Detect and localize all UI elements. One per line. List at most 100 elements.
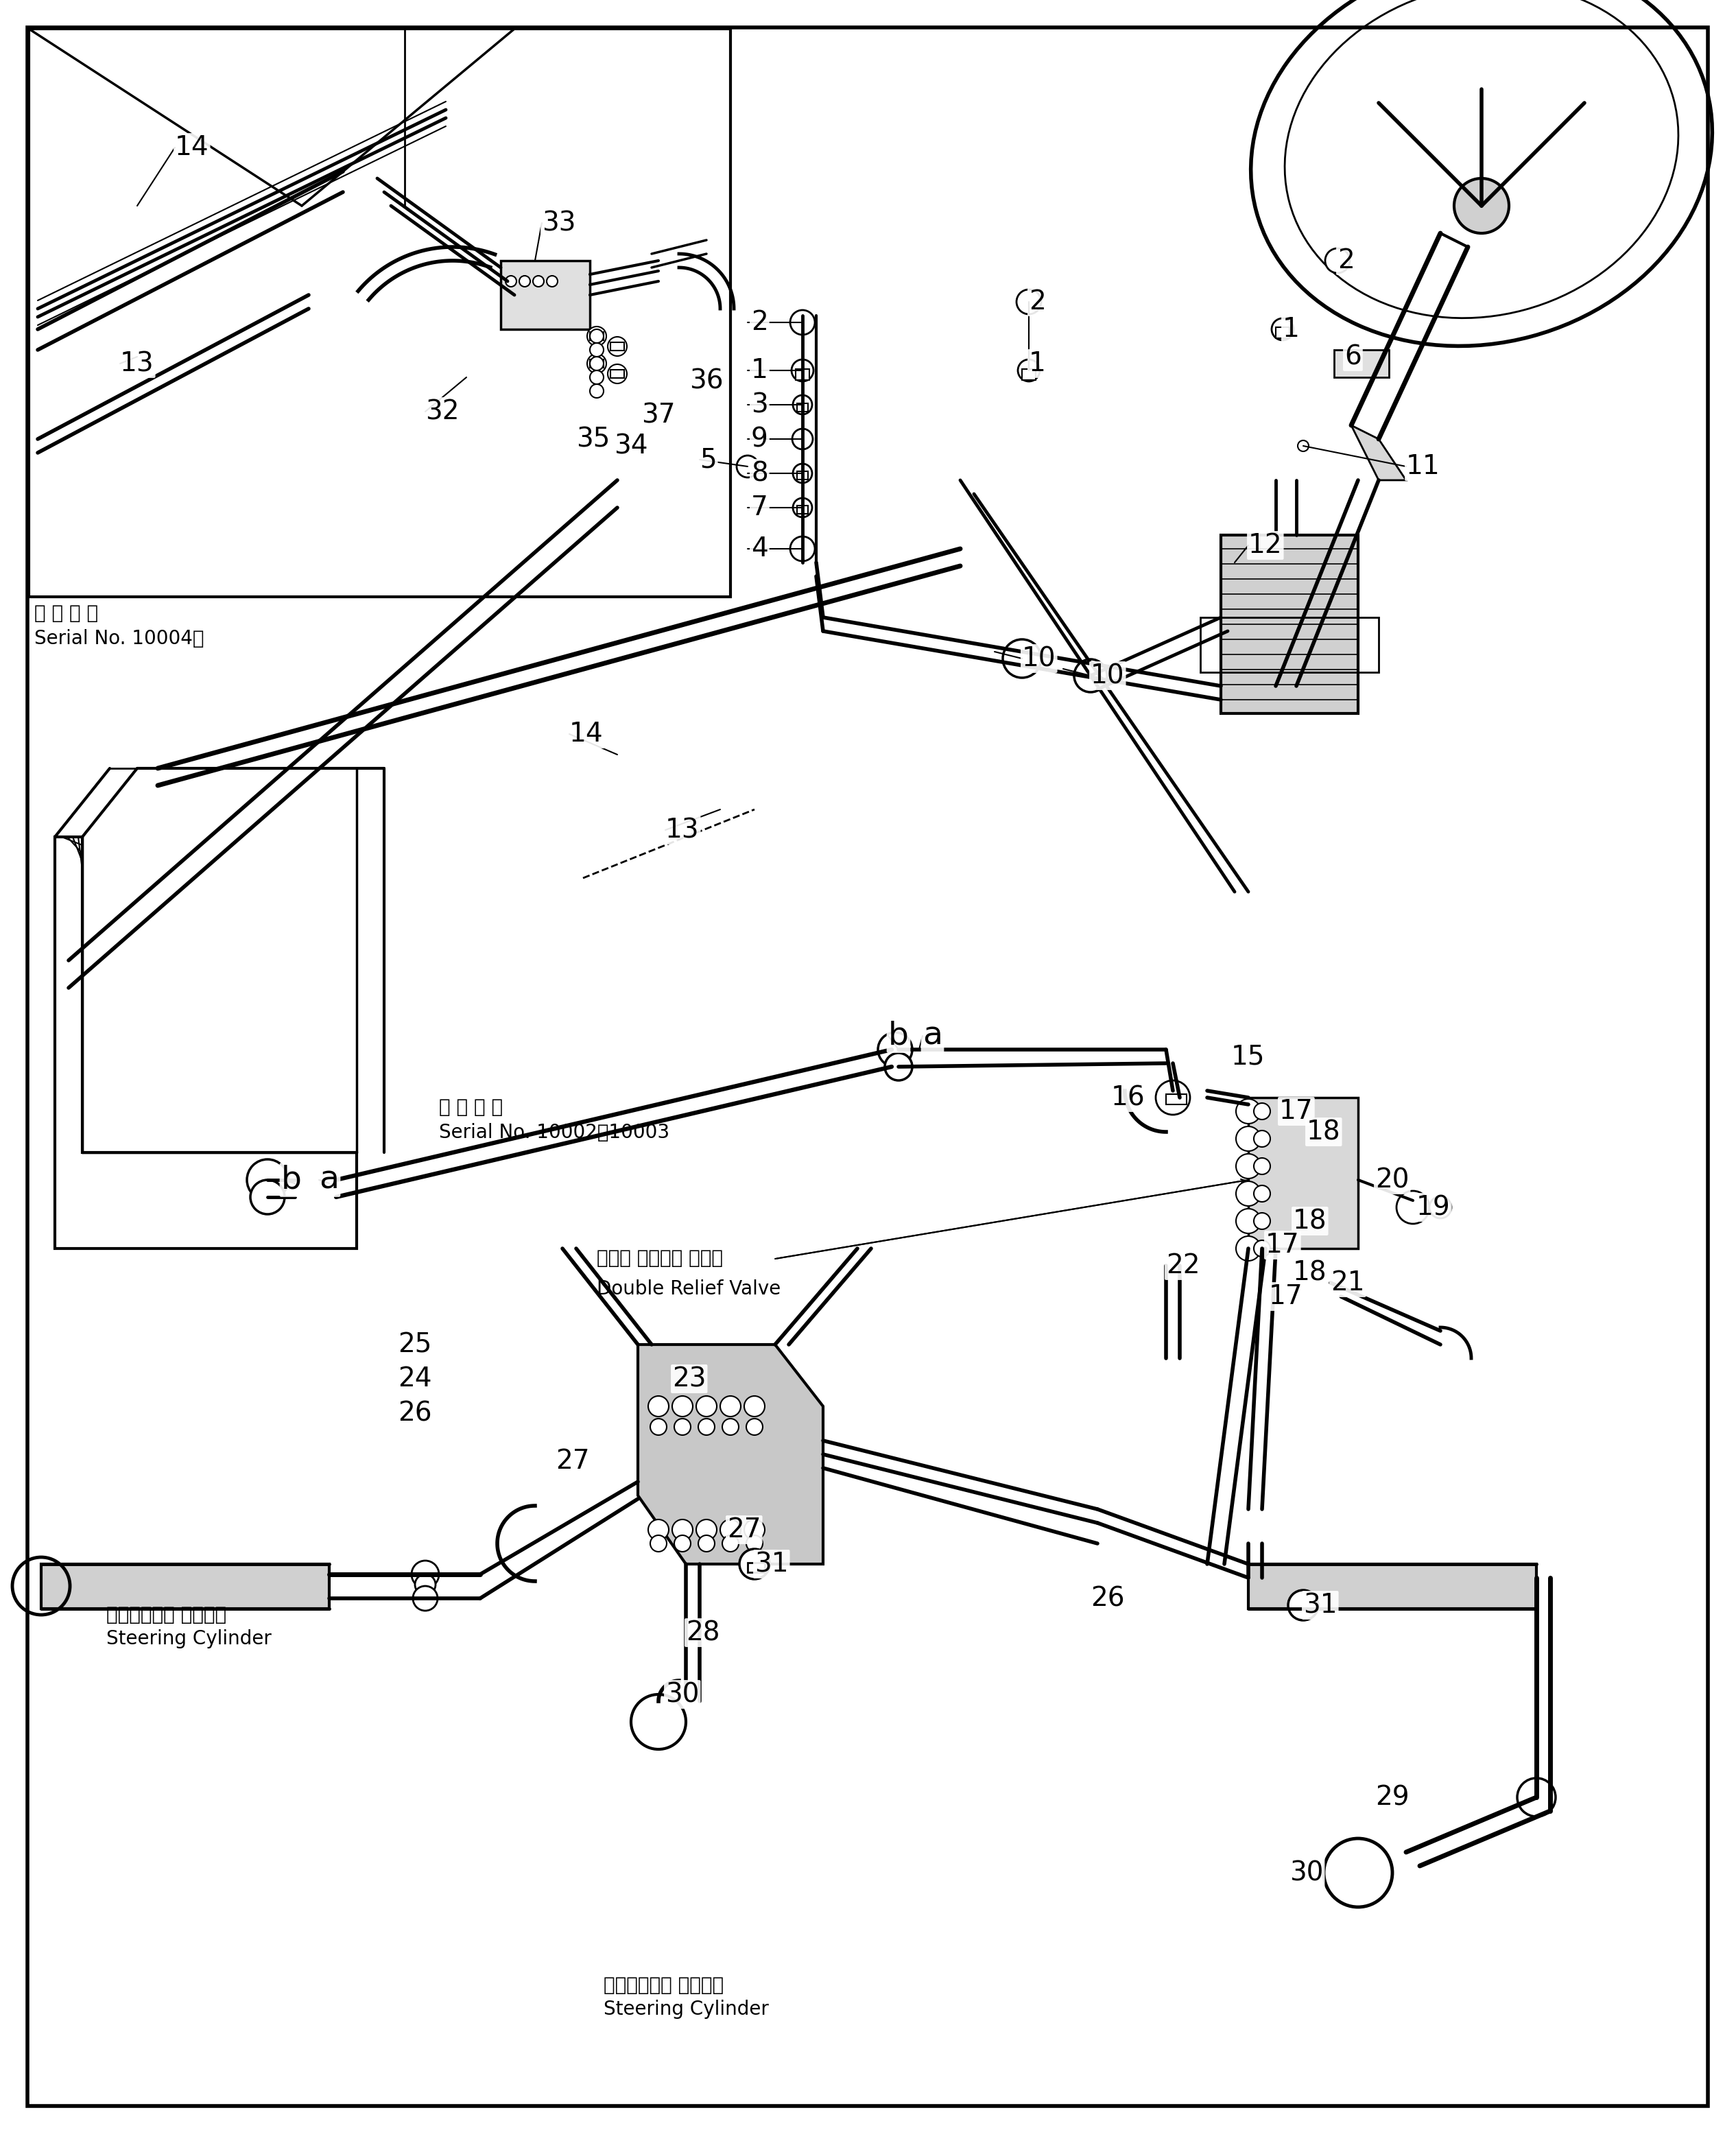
Text: 16: 16 — [1111, 1084, 1146, 1110]
Text: 35: 35 — [576, 426, 609, 452]
Bar — [30, 30, 731, 596]
Circle shape — [1253, 1131, 1271, 1146]
Bar — [748, 1563, 766, 1572]
Text: 37: 37 — [641, 403, 675, 428]
Text: Double Relief Valve: Double Relief Valve — [597, 1280, 781, 1299]
Circle shape — [1455, 179, 1509, 234]
Circle shape — [413, 1587, 437, 1610]
Circle shape — [1253, 1240, 1271, 1257]
Circle shape — [722, 1419, 740, 1436]
Bar — [1220, 535, 1358, 714]
Text: 18: 18 — [1293, 1259, 1326, 1287]
Text: 7: 7 — [752, 494, 767, 520]
Circle shape — [247, 1159, 288, 1201]
Circle shape — [720, 1519, 741, 1540]
Text: 2: 2 — [1337, 247, 1354, 275]
Circle shape — [250, 1180, 285, 1214]
Bar — [1167, 1095, 1187, 1105]
Text: Steering Cylinder: Steering Cylinder — [604, 2000, 769, 2019]
Bar — [797, 471, 807, 479]
Circle shape — [1299, 441, 1309, 452]
Circle shape — [519, 275, 529, 288]
Text: a: a — [319, 1165, 339, 1195]
Circle shape — [608, 364, 627, 383]
Text: 8: 8 — [752, 460, 767, 486]
Text: 2: 2 — [752, 309, 767, 334]
Text: 13: 13 — [665, 818, 700, 843]
Text: 30: 30 — [665, 1681, 700, 1708]
Text: 12: 12 — [1248, 532, 1283, 558]
Bar — [1248, 1563, 1536, 1608]
Circle shape — [648, 1395, 668, 1416]
Bar — [590, 360, 604, 368]
Text: 29: 29 — [1375, 1785, 1410, 1811]
Circle shape — [1272, 317, 1293, 341]
Text: 17: 17 — [1266, 1231, 1300, 1259]
Circle shape — [1003, 639, 1042, 677]
Text: 15: 15 — [1231, 1044, 1266, 1069]
Circle shape — [792, 360, 814, 381]
Text: b: b — [281, 1165, 302, 1195]
Text: ステアリング シリンダ: ステアリング シリンダ — [106, 1606, 226, 1625]
Polygon shape — [637, 1344, 823, 1563]
Text: 4: 4 — [752, 537, 767, 562]
Circle shape — [793, 396, 812, 415]
Circle shape — [790, 311, 814, 334]
Circle shape — [746, 1536, 762, 1553]
Text: 20: 20 — [1375, 1167, 1410, 1193]
Circle shape — [885, 1052, 911, 1080]
Text: 27: 27 — [556, 1448, 590, 1474]
Circle shape — [1325, 249, 1351, 273]
Text: 36: 36 — [689, 368, 724, 394]
Circle shape — [1396, 1191, 1429, 1225]
Text: 26: 26 — [1090, 1585, 1125, 1612]
Circle shape — [745, 1395, 766, 1416]
Text: 31: 31 — [1304, 1593, 1337, 1619]
Text: 32: 32 — [425, 398, 460, 424]
Bar — [611, 371, 625, 377]
Text: 5: 5 — [700, 447, 717, 473]
Text: 26: 26 — [398, 1399, 432, 1427]
Circle shape — [674, 1419, 691, 1436]
Bar — [797, 403, 807, 411]
Circle shape — [696, 1395, 717, 1416]
Text: ステアリング シリンダ: ステアリング シリンダ — [604, 1977, 724, 1996]
Circle shape — [1288, 1591, 1318, 1621]
Circle shape — [608, 337, 627, 356]
Circle shape — [1236, 1127, 1260, 1150]
Text: 30: 30 — [1290, 1859, 1323, 1885]
Circle shape — [505, 275, 517, 288]
Text: 10: 10 — [1023, 645, 1055, 671]
Text: 1: 1 — [1029, 351, 1045, 377]
Text: 適 用 号 機
Serial No. 10004～: 適 用 号 機 Serial No. 10004～ — [35, 603, 205, 648]
Circle shape — [1517, 1779, 1555, 1817]
Bar — [42, 1563, 330, 1608]
Text: 25: 25 — [398, 1331, 432, 1357]
Text: 17: 17 — [1279, 1099, 1314, 1125]
Text: ダブル リリーフ バルブ: ダブル リリーフ バルブ — [597, 1248, 722, 1267]
Bar — [1023, 368, 1036, 379]
Circle shape — [1236, 1154, 1260, 1178]
Text: 適 用 号 機
Serial No. 10002～10003: 適 用 号 機 Serial No. 10002～10003 — [439, 1097, 670, 1142]
Circle shape — [651, 1419, 667, 1436]
Circle shape — [590, 330, 604, 343]
Bar — [590, 332, 604, 341]
Text: 19: 19 — [1417, 1195, 1451, 1220]
Text: 34: 34 — [615, 432, 648, 458]
Circle shape — [651, 1536, 667, 1553]
Text: Steering Cylinder: Steering Cylinder — [106, 1629, 271, 1649]
Text: 23: 23 — [672, 1365, 707, 1391]
Circle shape — [672, 1395, 693, 1416]
Text: 9: 9 — [752, 426, 767, 452]
Circle shape — [1253, 1103, 1271, 1120]
Circle shape — [793, 464, 812, 484]
Text: b: b — [889, 1020, 910, 1052]
Circle shape — [720, 1395, 741, 1416]
Circle shape — [1236, 1099, 1260, 1125]
Circle shape — [1236, 1182, 1260, 1206]
Circle shape — [722, 1536, 740, 1553]
Circle shape — [674, 1536, 691, 1553]
Circle shape — [590, 371, 604, 383]
Bar — [500, 260, 590, 330]
Text: 27: 27 — [727, 1517, 760, 1542]
